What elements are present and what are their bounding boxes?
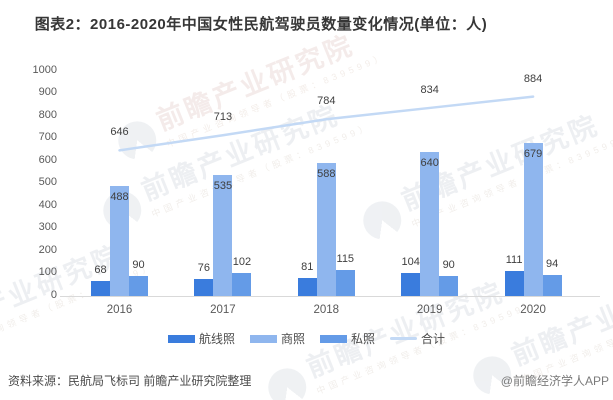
y-axis-tick-label: 900 — [38, 86, 57, 99]
data-label-航线照-2020: 111 — [505, 253, 523, 266]
y-axis-tick-label: 0 — [50, 289, 57, 301]
bar-航线照-2017 — [194, 278, 214, 296]
legend-swatch-私照 — [320, 334, 347, 343]
data-label-私照-2018: 115 — [336, 253, 355, 266]
bar-私照-2017 — [232, 272, 252, 296]
x-axis-label-2017: 2017 — [210, 304, 236, 316]
bar-航线照-2020 — [504, 270, 524, 296]
data-label-私照-2019: 90 — [442, 258, 455, 271]
data-label-商照-2020: 679 — [523, 147, 543, 160]
data-label-合计-2019: 834 — [420, 83, 439, 96]
y-axis-tick-label: 600 — [38, 153, 57, 166]
y-axis-tick-label: 300 — [38, 221, 57, 234]
legend-item-私照: 私照 — [320, 330, 375, 347]
y-axis-tick-label: 100 — [38, 266, 57, 279]
data-label-商照-2017: 535 — [213, 180, 233, 193]
source-note: 资料来源：民航局飞标司 前瞻产业研究院整理 — [8, 374, 252, 388]
legend-swatch-商照 — [249, 334, 277, 343]
legend-item-合计: 合计 — [390, 330, 445, 347]
bar-私照-2016 — [129, 275, 148, 296]
y-axis-tick-label: 700 — [38, 131, 57, 144]
legend-label: 商照 — [280, 332, 305, 346]
chart-title: 图表2：2016-2020年中国女性民航驾驶员数量变化情况(单位：人) — [34, 16, 488, 33]
data-label-合计-2020: 884 — [523, 72, 543, 85]
bar-航线照-2019 — [401, 272, 421, 296]
bar-私照-2018 — [335, 270, 355, 296]
bar-商照-2018 — [316, 163, 336, 296]
bar-商照-2019 — [420, 151, 440, 296]
data-label-私照-2016: 90 — [132, 258, 145, 271]
y-axis-tick-label: 200 — [38, 243, 57, 256]
legend-swatch-合计 — [390, 337, 418, 340]
legend-item-商照: 商照 — [249, 330, 305, 347]
legend-swatch-航线照 — [167, 334, 195, 343]
data-label-航线照-2016: 68 — [94, 263, 107, 276]
x-axis-label-2016: 2016 — [106, 304, 133, 316]
data-label-合计-2018: 784 — [317, 95, 336, 108]
data-label-私照-2017: 102 — [232, 255, 252, 268]
data-label-私照-2020: 94 — [545, 257, 559, 270]
data-label-合计-2017: 713 — [213, 111, 233, 124]
y-axis-tick-label: 500 — [38, 176, 57, 189]
y-axis-tick-label: 1000 — [32, 63, 57, 76]
y-axis-tick-label: 800 — [38, 108, 57, 121]
bar-私照-2020 — [542, 274, 562, 296]
data-label-商照-2019: 640 — [420, 156, 439, 169]
bar-航线照-2016 — [91, 280, 110, 296]
x-axis-label-2019: 2019 — [416, 304, 443, 316]
x-axis-line — [60, 296, 600, 297]
data-label-航线照-2017: 76 — [197, 261, 211, 274]
legend-label: 合计 — [421, 332, 446, 346]
y-axis-tick-label: 400 — [38, 198, 57, 211]
brand-credit: @前瞻经济学人APP — [500, 374, 609, 388]
legend-item-航线照: 航线照 — [167, 330, 235, 347]
bar-商照-2020 — [523, 142, 543, 296]
data-label-航线照-2019: 104 — [401, 255, 420, 268]
legend-label: 航线照 — [198, 332, 235, 346]
bar-航线照-2018 — [297, 277, 317, 296]
x-axis-label-2018: 2018 — [313, 304, 340, 316]
legend: 航线照 商照 私照 合计 — [0, 330, 613, 347]
data-label-航线照-2018: 81 — [301, 260, 314, 273]
bar-商照-2017 — [213, 175, 233, 296]
legend-label: 私照 — [351, 332, 376, 346]
bar-私照-2019 — [439, 275, 459, 296]
x-axis-label-2020: 2020 — [520, 304, 546, 316]
data-label-商照-2018: 588 — [317, 168, 336, 181]
